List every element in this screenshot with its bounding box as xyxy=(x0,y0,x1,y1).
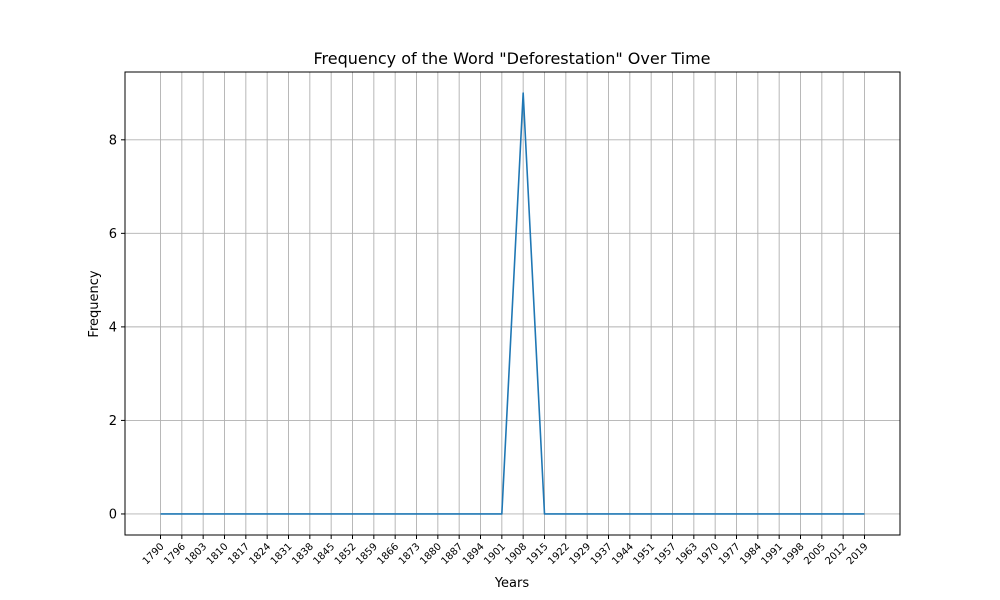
x-tick-label: 1887 xyxy=(440,541,466,567)
x-tick-label: 1803 xyxy=(184,541,210,567)
x-tick-label: 2019 xyxy=(845,541,871,567)
grid-layer xyxy=(125,72,900,535)
x-tick-label: 1831 xyxy=(269,541,295,567)
y-tick-label: 8 xyxy=(109,133,117,148)
chart-title: Frequency of the Word "Deforestation" Ov… xyxy=(313,49,710,68)
x-axis-label: Years xyxy=(494,576,530,591)
x-tick-label: 1810 xyxy=(205,541,231,567)
x-tick-label: 1880 xyxy=(418,541,444,567)
x-tick-label: 1937 xyxy=(589,541,615,567)
x-tick-label: 2005 xyxy=(802,541,828,567)
x-tick-label: 1845 xyxy=(312,541,338,567)
x-tick-label: 1991 xyxy=(760,541,786,567)
x-tick-label: 1998 xyxy=(781,541,807,567)
plot-frame xyxy=(124,71,901,536)
x-tick-label: 1951 xyxy=(632,541,658,567)
y-tick-label: 0 xyxy=(109,507,117,522)
x-tick-label: 1859 xyxy=(354,541,380,567)
x-tick-label: 1796 xyxy=(162,541,188,567)
x-tick-label: 1963 xyxy=(674,541,700,567)
x-tick-label: 1817 xyxy=(226,541,252,567)
x-tick-label: 1977 xyxy=(717,541,743,567)
x-tick-label: 1957 xyxy=(653,541,679,567)
x-tick-label: 1824 xyxy=(248,541,274,567)
series-layer xyxy=(160,92,865,515)
x-tick-label: 1790 xyxy=(141,541,167,567)
x-tick-label: 1866 xyxy=(376,541,402,567)
x-tick-label: 2012 xyxy=(824,541,850,567)
x-tick-label: 1944 xyxy=(610,541,636,567)
x-tick-label: 1901 xyxy=(482,541,508,567)
series-line xyxy=(160,92,865,515)
x-tick-label: 1894 xyxy=(461,541,487,567)
y-tick-label: 6 xyxy=(109,227,117,242)
x-tick-label: 1984 xyxy=(738,541,764,567)
x-tick-label: 1915 xyxy=(525,541,551,567)
x-tick-label: 1838 xyxy=(290,541,316,567)
x-tick-label: 1873 xyxy=(397,541,423,567)
x-tick-label: 1929 xyxy=(568,541,594,567)
y-tick-label: 2 xyxy=(109,414,117,429)
tick-layer: 1790179618031810181718241831183818451852… xyxy=(109,133,871,567)
x-tick-label: 1908 xyxy=(504,541,530,567)
y-tick-label: 4 xyxy=(109,320,117,335)
x-tick-label: 1922 xyxy=(546,541,572,567)
x-tick-label: 1852 xyxy=(333,541,359,567)
y-axis-label: Frequency xyxy=(87,270,102,337)
x-tick-label: 1970 xyxy=(696,541,722,567)
